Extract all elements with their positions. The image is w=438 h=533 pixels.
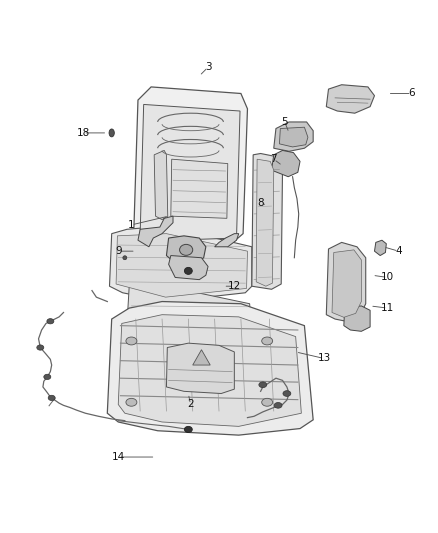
Ellipse shape [47, 319, 54, 324]
Polygon shape [193, 350, 210, 365]
Text: 11: 11 [381, 303, 394, 313]
Text: 7: 7 [270, 154, 277, 164]
Polygon shape [171, 159, 228, 219]
Polygon shape [326, 243, 366, 321]
Ellipse shape [126, 398, 137, 406]
Ellipse shape [184, 268, 192, 274]
Text: 6: 6 [408, 88, 415, 99]
Ellipse shape [259, 382, 267, 387]
Ellipse shape [261, 337, 272, 345]
Text: 1: 1 [128, 220, 135, 230]
Polygon shape [118, 314, 301, 426]
Polygon shape [215, 233, 239, 247]
Polygon shape [252, 154, 283, 289]
Polygon shape [256, 159, 274, 286]
Polygon shape [332, 250, 361, 317]
Polygon shape [279, 127, 308, 147]
Polygon shape [274, 122, 313, 151]
Ellipse shape [44, 374, 51, 379]
Ellipse shape [109, 129, 114, 137]
Polygon shape [272, 150, 300, 177]
Text: 18: 18 [77, 128, 90, 138]
Polygon shape [134, 87, 247, 247]
Ellipse shape [123, 256, 127, 260]
Text: 9: 9 [115, 246, 122, 256]
Ellipse shape [274, 402, 282, 408]
Polygon shape [138, 216, 173, 247]
Text: 14: 14 [112, 452, 125, 462]
Polygon shape [140, 104, 240, 241]
Text: 2: 2 [187, 399, 194, 409]
Text: 3: 3 [205, 62, 212, 72]
Polygon shape [166, 343, 234, 393]
Polygon shape [374, 240, 386, 255]
Ellipse shape [37, 345, 44, 350]
Polygon shape [110, 227, 252, 302]
Text: 4: 4 [395, 246, 402, 256]
Polygon shape [166, 236, 206, 263]
Ellipse shape [48, 395, 55, 400]
Polygon shape [154, 150, 168, 220]
Ellipse shape [126, 337, 137, 345]
Polygon shape [326, 85, 374, 113]
Text: 13: 13 [318, 353, 331, 364]
Polygon shape [344, 306, 370, 332]
Ellipse shape [261, 398, 272, 406]
Ellipse shape [180, 245, 193, 255]
Text: 10: 10 [381, 272, 394, 282]
Polygon shape [107, 302, 313, 435]
Ellipse shape [283, 391, 291, 397]
Text: 8: 8 [257, 198, 264, 208]
Polygon shape [116, 233, 247, 297]
Polygon shape [169, 255, 208, 280]
Ellipse shape [184, 426, 192, 432]
Text: 5: 5 [281, 117, 288, 127]
Polygon shape [127, 286, 252, 348]
Text: 12: 12 [228, 281, 241, 291]
